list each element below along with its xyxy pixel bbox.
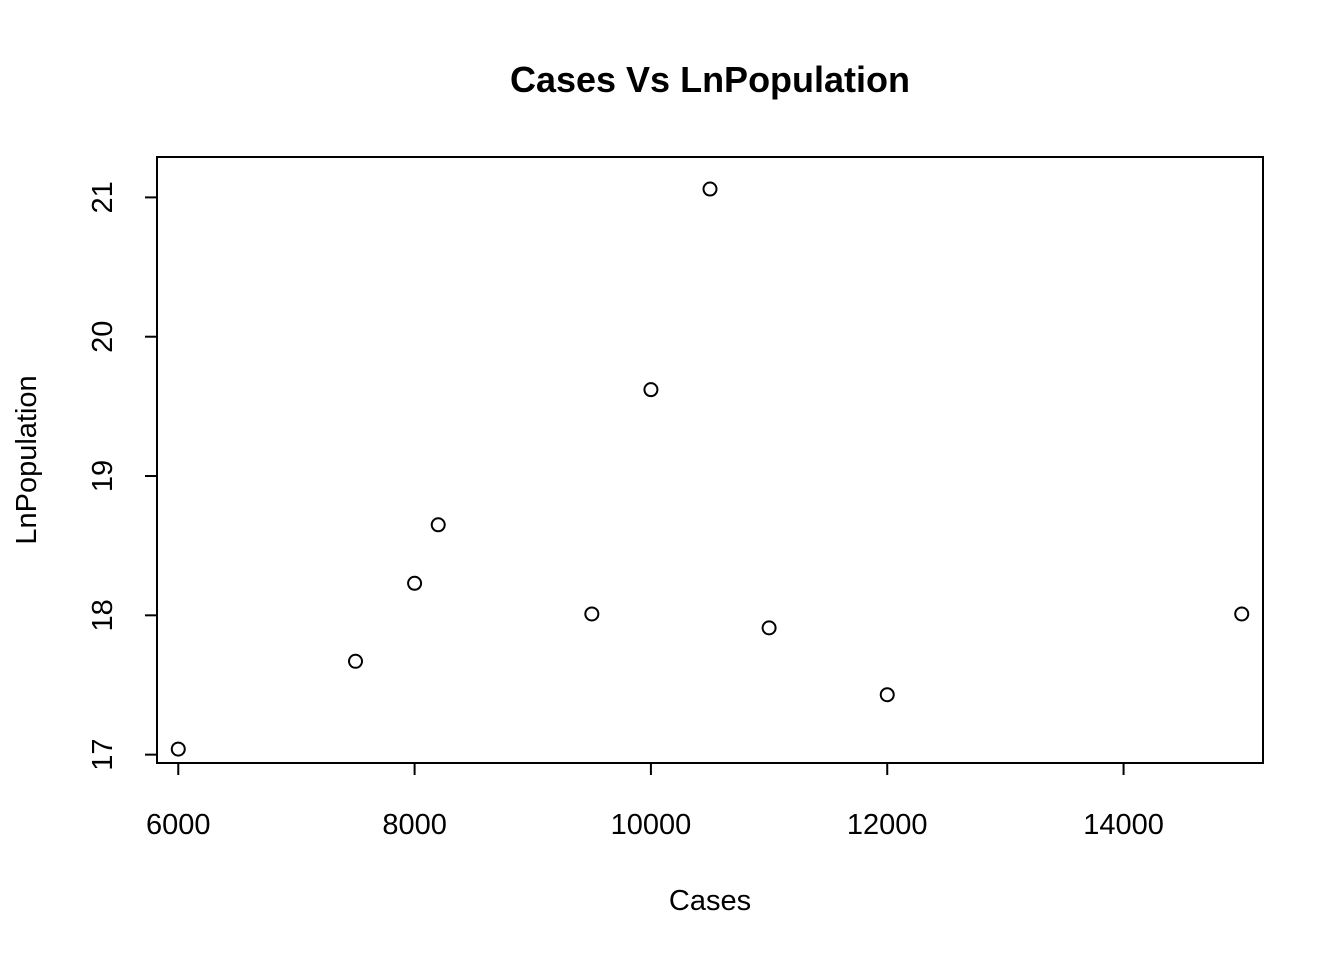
data-point [702, 181, 718, 197]
y-tick-label: 21 [87, 181, 119, 213]
data-point [584, 606, 600, 622]
x-axis-label: Cases [669, 885, 751, 917]
y-tick-label: 19 [87, 460, 119, 492]
plot-frame [156, 156, 1264, 764]
y-tick-label: 20 [87, 321, 119, 353]
x-tick-label: 8000 [382, 809, 447, 841]
y-axis: 17 18 19 20 21 [87, 181, 158, 771]
chart-title: Cases Vs LnPopulation [510, 59, 910, 100]
data-point [643, 382, 659, 398]
x-axis: 6000 8000 10000 12000 14000 [146, 762, 1164, 841]
data-point [430, 517, 446, 533]
data-point [879, 687, 895, 703]
y-tick-label: 17 [87, 739, 119, 771]
data-points [170, 181, 1250, 757]
data-point [761, 620, 777, 636]
data-point [1234, 606, 1250, 622]
data-point [170, 741, 186, 757]
x-tick-label: 14000 [1083, 809, 1164, 841]
x-tick-label: 6000 [146, 809, 211, 841]
x-tick-label: 12000 [847, 809, 928, 841]
data-point [348, 653, 364, 669]
x-tick-label: 10000 [611, 809, 692, 841]
y-tick-label: 18 [87, 599, 119, 631]
data-point [407, 575, 423, 591]
y-axis-label: LnPopulation [11, 375, 43, 544]
